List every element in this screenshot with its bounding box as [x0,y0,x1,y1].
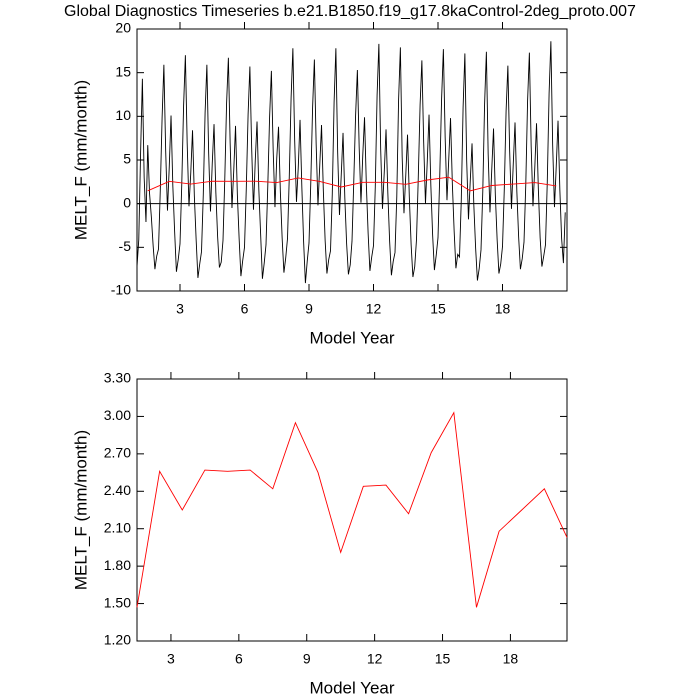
x-tick-label: 6 [241,301,249,317]
data-line [136,41,566,284]
y-tick-label: 2.40 [104,482,131,498]
y-tick-label: 5 [123,151,131,167]
x-axis-label: Model Year [309,328,394,347]
y-tick-label: -10 [111,282,131,298]
y-tick-label: 20 [115,20,131,36]
y-axis-label: MELT_F (mm/month) [71,430,90,590]
y-tick-label: 1.50 [104,594,131,610]
y-tick-label: 0 [123,194,131,210]
chart-title: Global Diagnostics Timeseries b.e21.B185… [64,3,636,20]
x-tick-label: 18 [495,301,511,317]
x-tick-label: 12 [366,301,382,317]
y-tick-label: 10 [115,107,131,123]
y-tick-label: 1.20 [104,632,131,648]
x-tick-label: 15 [430,301,446,317]
y-tick-label: 1.80 [104,557,131,573]
x-tick-label: 18 [503,651,519,667]
x-tick-label: 6 [235,651,243,667]
y-tick-label: 2.70 [104,445,131,461]
data-line [147,176,557,192]
x-tick-label: 12 [367,651,383,667]
data-line [136,411,568,608]
x-tick-label: 9 [303,651,311,667]
plot-frame [136,378,568,642]
y-tick-label: 15 [115,63,131,79]
x-axis-label: Model Year [309,678,394,697]
x-tick-label: 3 [167,651,175,667]
y-axis-label: MELT_F (mm/month) [71,80,90,240]
x-tick-label: 15 [435,651,451,667]
x-tick-label: 9 [305,301,313,317]
y-tick-label: -5 [119,238,132,254]
y-tick-label: 3.00 [104,407,131,423]
y-tick-label: 3.30 [104,370,131,386]
y-tick-label: 2.10 [104,519,131,535]
x-tick-label: 3 [176,301,184,317]
